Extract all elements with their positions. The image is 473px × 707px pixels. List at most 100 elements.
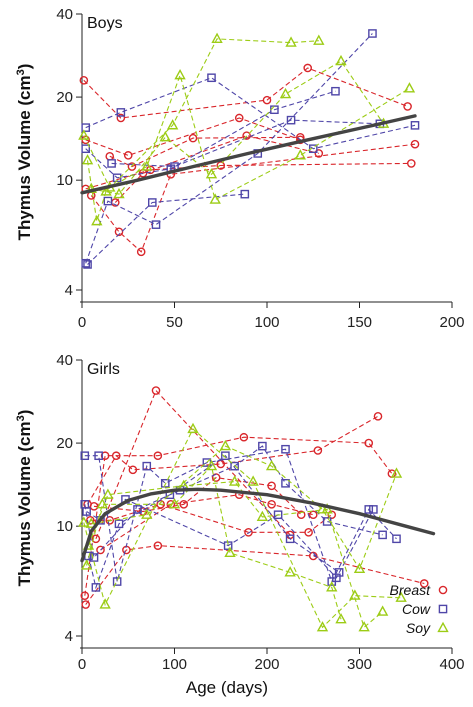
x-tick-label: 150 [347,314,372,331]
subject-trajectory-line [85,162,412,190]
subject-trajectory-line [87,481,383,629]
data-point-triangle [358,621,370,632]
data-point-square [142,461,152,471]
data-point-square [221,451,230,461]
subject-trajectory-line [84,448,397,583]
data-point-square [331,86,340,96]
data-point-circle [123,151,133,160]
series-breast [80,386,429,609]
subject-trajectory-line [91,60,384,195]
data-point-circle [303,63,313,73]
fitted-trend-curve [80,114,417,195]
data-point-square [107,159,116,168]
data-point-triangle [316,621,329,632]
data-point-circle [403,102,412,111]
subject-trajectory-line [111,119,380,168]
data-point-triangle [141,160,153,171]
data-point-circle [153,541,163,550]
x-tick-label: 400 [439,656,464,673]
data-point-triangle [205,459,218,471]
data-point-square [240,189,250,199]
data-point-triangle [211,32,223,43]
legend-label-soy: Soy [406,620,431,636]
data-point-square [369,505,378,514]
data-point-circle [127,162,137,171]
subject-trajectory-line [93,477,302,516]
data-point-triangle [187,422,199,434]
x-tick-label: 100 [254,314,279,331]
data-point-circle [267,481,276,491]
legend-label-breast: Breast [390,582,432,598]
data-point-square [82,507,91,516]
data-point-triangle [159,131,171,142]
data-point-circle [128,465,138,475]
data-point-triangle [224,546,236,558]
panel-title: Boys [87,15,123,32]
data-point-circle [410,139,420,149]
data-point-square [230,461,239,471]
data-point-circle [151,386,161,395]
data-point-triangle [81,154,94,165]
y-axis-label-superscript: 3 [15,69,27,75]
subject-trajectory-line [85,117,301,156]
series-cow [80,441,401,592]
data-point-circle [304,528,313,537]
data-point-triangle [284,566,296,577]
x-tick-label: 50 [166,314,183,331]
data-point-triangle [294,149,306,160]
data-point-square [94,451,103,461]
data-point-circle [80,591,90,600]
data-point-circle [234,113,244,123]
data-point-triangle [247,475,259,486]
x-tick-label: 0 [78,656,86,673]
data-point-square [410,121,420,130]
data-point-triangle [265,459,278,471]
subject-trajectory-line [100,494,314,551]
data-point-square [151,220,161,229]
data-point-triangle [91,214,103,226]
subject-trajectory-line [87,415,379,505]
fitted-trend-curve [80,487,436,563]
data-point-triangle [219,439,232,451]
series-cow [81,29,420,269]
data-point-circle [364,438,374,448]
data-point-circle [111,451,121,461]
y-tick-label: 4 [65,282,73,299]
data-point-circle [211,473,221,482]
data-point-square [258,441,267,451]
data-point-circle [179,500,189,509]
data-point-circle [216,161,226,170]
subject-trajectory-line [85,545,425,605]
y-tick-label: 40 [56,6,73,23]
subject-trajectory-line [87,193,245,265]
subject-trajectory-line [83,67,408,119]
y-tick-label: 40 [56,352,73,369]
data-point-circle [153,451,163,461]
y-tick-label: 10 [56,172,73,189]
data-point-triangle [85,517,97,528]
data-point-circle [244,528,253,537]
data-point-circle [81,135,90,145]
data-point-triangle [205,168,218,179]
data-point-square [80,451,90,461]
data-point-triangle [78,129,90,140]
subject-trajectory-line [86,464,342,620]
data-point-circle [116,113,126,123]
boys-panel: 4 10 20 40 0 50 100 150 200 Boys Thymus Volume (cm… [15,6,465,331]
data-point-square [112,173,122,183]
data-point-triangle [326,581,338,592]
data-point-triangle [166,119,179,130]
y-tick-label: 20 [56,89,73,106]
legend-marker-soy [437,621,449,633]
y-axis-label-text: Thymus Volume (cm [15,75,34,240]
legend-marker-cow [438,604,448,614]
legend-label-cow: Cow [402,601,431,617]
data-point-circle [79,76,89,85]
subject-trajectory-line [86,38,319,222]
data-point-triangle [256,510,269,522]
data-point-triangle [390,467,403,478]
subject-trajectory-line [87,454,340,590]
data-point-circle [239,432,249,442]
x-tick-label: 300 [347,656,372,673]
data-point-square [332,573,341,583]
